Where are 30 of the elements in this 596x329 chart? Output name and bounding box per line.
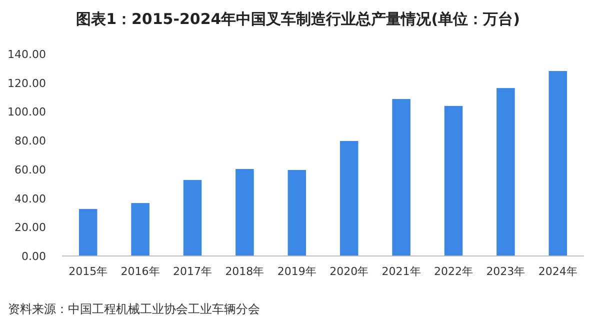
x-tick-label: 2016年 [120, 265, 160, 278]
y-tick-label: 40.00 [14, 192, 46, 206]
y-tick-label: 100.00 [8, 106, 46, 119]
y-tick-label: 120.00 [8, 76, 46, 90]
x-tick-label: 2017年 [173, 265, 212, 278]
bar [236, 168, 254, 256]
x-tick-label: 2018年 [225, 265, 264, 278]
bar [444, 106, 463, 256]
bar [548, 71, 568, 256]
bar [78, 208, 98, 256]
x-tick-label: 2023年 [486, 265, 526, 278]
bar [131, 203, 150, 256]
x-tick-label: 2024年 [538, 265, 578, 278]
text: 资料来源：中国工程机械工业协会工业车辆分会 [8, 302, 260, 316]
x-tick-label: 2021年 [382, 265, 421, 278]
chart-title: 图表1：2015-2024年中国叉车制造行业总产量情况(单位：万台) [76, 10, 520, 28]
y-tick-label: 80.00 [14, 134, 46, 148]
bar [392, 99, 410, 256]
x-tick-label: 2020年 [330, 265, 369, 278]
bar [340, 141, 358, 256]
y-tick-label: 140.00 [8, 48, 46, 61]
y-tick-label: 20.00 [14, 221, 46, 234]
x-tick-label: 2015年 [68, 265, 108, 278]
y-tick-label: 60.00 [14, 163, 46, 176]
bar [288, 170, 306, 256]
x-tick-label: 2019年 [277, 265, 316, 278]
bar [183, 180, 202, 256]
x-tick-label: 2022年 [434, 265, 473, 278]
bar [496, 88, 515, 256]
y-tick-label: 0.00 [22, 250, 46, 263]
